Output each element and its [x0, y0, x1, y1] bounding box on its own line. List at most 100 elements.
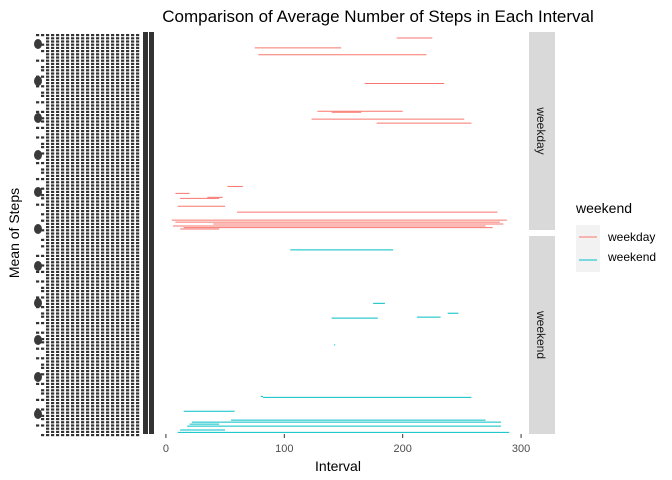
y-tick-label-glyph [76, 318, 80, 321]
y-tick-label-glyph [126, 341, 130, 344]
y-tick-label-glyph [76, 306, 80, 309]
y-tick-label-glyph [76, 130, 80, 133]
y-tick-label-glyph [131, 184, 135, 187]
y-tick-label-glyph [51, 354, 55, 357]
y-tick-label-glyph [101, 210, 105, 213]
y-tick-label-glyph [56, 162, 60, 165]
y-tick-label-glyph [76, 251, 80, 254]
y-tick-label-glyph [106, 203, 110, 206]
y-tick-label-glyph [101, 46, 105, 49]
y-tick-label-glyph [71, 293, 75, 296]
y-tick-label-glyph [76, 197, 80, 200]
y-tick-label-glyph [46, 178, 50, 181]
y-tick-label-glyph [131, 312, 135, 315]
y-tick-label-glyph [51, 242, 55, 245]
y-tick-label-glyph [91, 91, 95, 94]
y-tick-label-glyph [61, 37, 65, 40]
y-tick-label-glyph [41, 312, 45, 315]
y-tick-label-glyph [51, 174, 55, 177]
y-tick-label-glyph [111, 104, 115, 107]
y-tick-label-glyph [101, 178, 105, 181]
y-tick-label-glyph [101, 62, 105, 65]
y-tick-label-glyph [66, 296, 70, 299]
y-tick-label-glyph [56, 117, 60, 120]
y-tick-label-glyph [101, 322, 105, 325]
y-tick-label-glyph [136, 354, 140, 357]
y-tick-label-glyph [116, 107, 120, 110]
y-tick-label-glyph [116, 398, 120, 401]
y-tick-label-glyph [126, 142, 130, 145]
y-tick-label-glyph [126, 62, 130, 65]
y-tick-label-glyph [111, 155, 115, 158]
y-tick-label-glyph [111, 203, 115, 206]
y-tick-label-glyph [101, 146, 105, 149]
y-tick-label-glyph [41, 219, 45, 222]
y-tick-label-glyph [56, 363, 60, 366]
y-tick-label-glyph [126, 325, 130, 328]
y-tick-label-glyph [111, 434, 115, 437]
y-tick-label-glyph [41, 414, 45, 417]
y-tick-label-glyph [56, 344, 60, 347]
y-tick-label-glyph [121, 72, 125, 75]
y-tick-label-glyph [96, 50, 100, 53]
y-tick-label-glyph [106, 277, 110, 280]
y-tick-label-glyph [111, 62, 115, 65]
y-tick-label-glyph [116, 174, 120, 177]
y-tick-label-glyph [86, 62, 90, 65]
y-tick-label-glyph [136, 232, 140, 235]
y-tick-label-glyph [136, 178, 140, 181]
y-tick-label-glyph [116, 424, 120, 427]
y-tick-label-glyph [61, 194, 65, 197]
y-tick-label-glyph [106, 405, 110, 408]
y-tick-label-glyph [111, 238, 115, 241]
y-tick-label-glyph [131, 331, 135, 334]
y-tick-label-glyph [56, 168, 60, 171]
y-tick-label-glyph [101, 382, 105, 385]
y-tick-label-glyph [131, 78, 135, 81]
y-tick-label-glyph [126, 302, 130, 305]
y-tick-label-glyph [66, 376, 70, 379]
y-tick-label-glyph [136, 328, 140, 331]
y-tick-label-glyph [81, 78, 85, 81]
y-tick-label-glyph [136, 373, 140, 376]
y-tick-label-glyph [46, 114, 50, 117]
y-tick-label-glyph [76, 40, 80, 43]
y-tick-label-glyph [116, 94, 120, 97]
y-tick-label-glyph [131, 421, 135, 424]
y-tick-label-glyph [126, 168, 130, 171]
y-tick-label-glyph [66, 126, 70, 129]
y-tick-label-glyph [106, 325, 110, 328]
y-tick-label-glyph [96, 216, 100, 219]
y-tick-label-glyph [101, 40, 105, 43]
y-tick-label-glyph [126, 120, 130, 123]
y-tick-label-glyph [116, 248, 120, 251]
y-tick-label-glyph [46, 130, 50, 133]
y-tick-label-glyph [126, 242, 130, 245]
y-tick-label-glyph [66, 290, 70, 293]
y-tick-label-glyph [121, 322, 125, 325]
y-tick-label-glyph [101, 248, 105, 251]
y-tick-label-glyph [46, 62, 50, 65]
y-tick-label-glyph [51, 267, 55, 270]
y-tick-label-glyph [81, 152, 85, 155]
y-tick-label-glyph [86, 277, 90, 280]
y-tick-label-glyph [131, 347, 135, 350]
y-tick-label-glyph [86, 421, 90, 424]
y-tick-label-glyph [126, 46, 130, 49]
y-tick-label-glyph [51, 50, 55, 53]
y-tick-label-glyph [86, 229, 90, 232]
y-tick-label-glyph [111, 344, 115, 347]
y-tick-label-glyph [116, 117, 120, 120]
y-tick-label-glyph [111, 168, 115, 171]
y-tick-label-glyph [46, 376, 50, 379]
y-tick-label-glyph [46, 424, 50, 427]
y-tick-label-glyph [126, 50, 130, 53]
y-tick-label-glyph [136, 245, 140, 248]
y-tick-label-glyph [121, 379, 125, 382]
y-tick-label-glyph [66, 149, 70, 152]
y-tick-label-glyph [116, 43, 120, 46]
y-tick-label-glyph [51, 213, 55, 216]
y-tick-label-glyph [56, 98, 60, 101]
y-tick-label-glyph [111, 389, 115, 392]
y-tick-label-glyph [91, 203, 95, 206]
